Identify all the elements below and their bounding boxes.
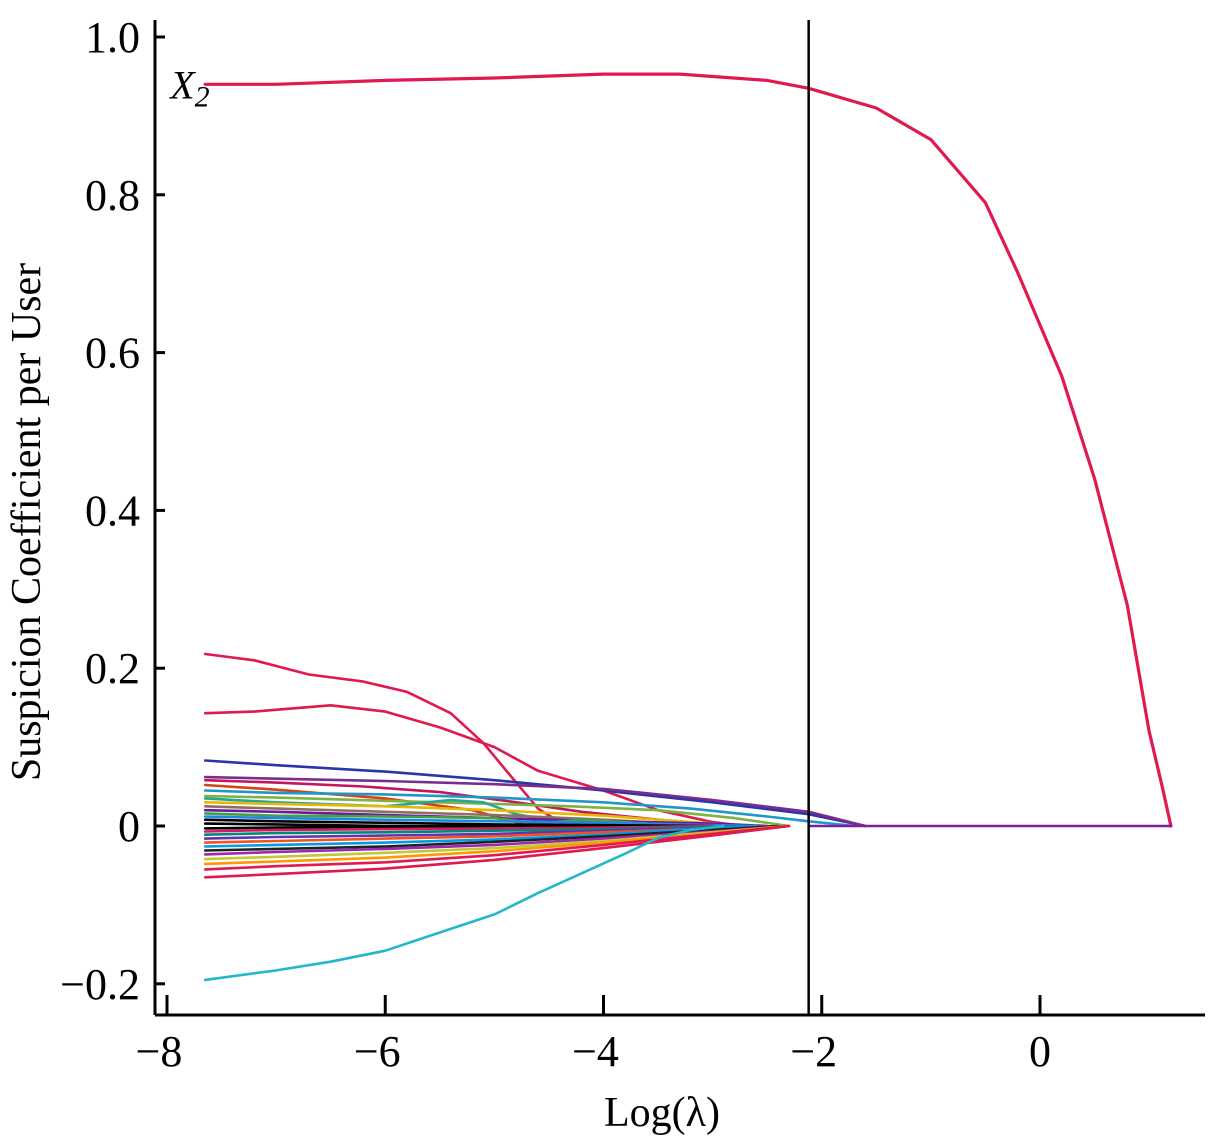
coefficient-path-line (203, 818, 714, 828)
y-tick-label: 0.2 (85, 644, 140, 693)
x-axis-title: Log(λ) (604, 1090, 720, 1136)
x-tick-label: −8 (136, 1027, 183, 1076)
coefficient-path-line (203, 794, 791, 828)
y-tick-label: 0 (118, 802, 140, 851)
x-tick-label: 0 (1029, 1027, 1051, 1076)
coefficient-path-line (203, 789, 856, 828)
coefficient-path-line (203, 703, 747, 828)
y-tick-label: 1.0 (85, 13, 140, 62)
annotation-subscript: 2 (195, 80, 210, 113)
coefficient-path-line (203, 824, 605, 830)
y-axis-ticks: −0.2 0 0.2 0.4 0.6 0.8 1.0 (60, 13, 165, 1009)
x-tick-label: −2 (790, 1027, 837, 1076)
coefficient-path-line (203, 824, 780, 852)
y-tick-label: 0.8 (85, 171, 140, 220)
coefficient-path-line (203, 824, 714, 833)
series-annotation-x2: X2 (168, 62, 209, 113)
coefficient-path-line (203, 824, 791, 879)
x-tick-label: −4 (572, 1027, 619, 1076)
coefficient-path-line (203, 775, 867, 828)
coefficient-path-line (203, 824, 725, 982)
coefficient-paths (203, 72, 1173, 982)
annotation-text: X (168, 62, 196, 107)
x-tick-label: −6 (354, 1027, 401, 1076)
coefficient-path-line (203, 72, 1173, 828)
x-axis-ticks: −8 −6 −4 −2 0 (136, 995, 1051, 1076)
y-axis-title: Suspicion Coefficient per User (4, 263, 50, 781)
y-tick-label: 0.6 (85, 329, 140, 378)
y-tick-label: 0.4 (85, 486, 140, 535)
coefficient-path-line (203, 824, 791, 871)
y-tick-label: −0.2 (60, 960, 140, 1009)
